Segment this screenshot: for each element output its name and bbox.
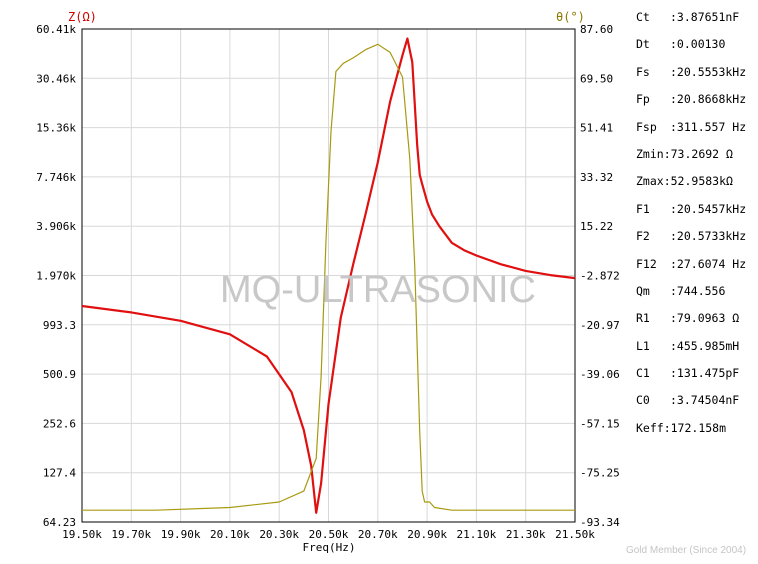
plot-frame [81, 28, 576, 523]
param-value: :79.0963 Ω [670, 311, 740, 326]
x-tick-label: 21.10k [457, 528, 497, 541]
right-tick-label: -2.872 [580, 270, 620, 283]
param-row: F12 :27.6074 Hz [636, 253, 754, 280]
left-tick-label: 3.906k [36, 220, 76, 233]
param-row: Dt :0.00130 [636, 33, 754, 60]
param-value: :311.557 Hz [670, 119, 747, 134]
param-value: :20.5457kHz [670, 201, 747, 216]
right-tick-label: -93.34 [580, 516, 620, 529]
param-value: :3.74504nF [670, 393, 740, 408]
param-row: L1 :455.985mH [636, 335, 754, 362]
param-name: F2 [636, 229, 650, 244]
param-value: :172.158m [663, 420, 727, 435]
param-name: Qm [636, 283, 650, 298]
series-group [81, 37, 576, 514]
param-name: Fs [636, 64, 650, 79]
right-tick-label: -20.97 [580, 319, 620, 332]
param-row: R1 :79.0963 Ω [636, 307, 754, 334]
param-row: Fp :20.8668kHz [636, 88, 754, 115]
param-row: Qm :744.556 [636, 280, 754, 307]
param-value: :744.556 [670, 283, 726, 298]
left-tick-label: 7.746k [36, 171, 76, 184]
left-axis-ticks: 60.41k 30.46k 15.36k 7.746k 3.906k 1.970k 993.… [36, 23, 76, 529]
param-name: F12 [636, 256, 657, 271]
left-tick-label: 1.970k [36, 270, 76, 283]
param-value: :3.87651nF [670, 10, 740, 24]
param-name: Zmax [636, 174, 664, 189]
right-tick-label: -57.15 [580, 417, 620, 430]
left-tick-label: 252.6 [43, 417, 76, 430]
param-value: :20.5733kHz [670, 229, 747, 244]
impedance-series-line [81, 37, 576, 514]
param-value: :20.8668kHz [670, 92, 747, 107]
param-row: C0 :3.74504nF [636, 389, 754, 416]
x-tick-label: 19.50k [62, 528, 102, 541]
parameter-list: Ct :3.87651nF Dt :0.00130 Fs :20.5553kHz Fp :20… [636, 6, 754, 444]
param-row: Zmax:52.9583kΩ [636, 170, 754, 197]
param-value: :131.475pF [670, 366, 740, 381]
phase-series-line [82, 43, 575, 511]
param-name: Keff [636, 420, 664, 435]
param-value: :0.00130 [670, 37, 726, 52]
x-tick-label: 20.70k [358, 528, 398, 541]
right-tick-label: 15.22 [580, 220, 613, 233]
param-row: C1 :131.475pF [636, 362, 754, 389]
right-tick-label: -39.06 [580, 368, 620, 381]
param-value: :455.985mH [670, 338, 740, 353]
watermark: MQ-ULTRASONIC [220, 269, 536, 311]
param-value: :52.9583kΩ [663, 174, 733, 189]
param-row: Fsp :311.557 Hz [636, 116, 754, 143]
x-axis-title: Freq(Hz) [303, 541, 356, 554]
x-tick-label: 19.90k [161, 528, 201, 541]
param-name: R1 [636, 311, 650, 326]
credit-text: Gold Member (Since 2004) [626, 545, 746, 556]
param-row: Ct :3.87651nF [636, 6, 754, 33]
param-value: :20.5553kHz [670, 64, 747, 79]
x-tick-label: 20.30k [259, 528, 299, 541]
param-name: F1 [636, 201, 650, 216]
left-axis-title: Z(Ω) [68, 10, 97, 24]
param-name: C1 [636, 366, 650, 381]
param-name: Zmin [636, 146, 664, 161]
right-tick-label: 51.41 [580, 122, 613, 135]
left-tick-label: 500.9 [43, 368, 76, 381]
param-value: :27.6074 Hz [670, 256, 747, 271]
param-name: C0 [636, 393, 650, 408]
param-name: L1 [636, 338, 650, 353]
right-axis-title: θ(°) [556, 10, 585, 24]
param-name: Ct [636, 10, 650, 24]
param-row: F2 :20.5733kHz [636, 225, 754, 252]
x-tick-label: 21.50k [555, 528, 595, 541]
left-tick-label: 60.41k [36, 23, 76, 36]
x-tick-label: 21.30k [506, 528, 546, 541]
right-tick-label: 87.60 [580, 23, 613, 36]
right-tick-label: 69.50 [580, 72, 613, 85]
param-row: Fs :20.5553kHz [636, 61, 754, 88]
x-tick-label: 20.50k [309, 528, 349, 541]
grid [82, 29, 575, 522]
left-tick-label: 127.4 [43, 467, 76, 480]
x-tick-label: 19.70k [111, 528, 151, 541]
param-row: Zmin:73.2692 Ω [636, 143, 754, 170]
right-tick-label: -75.25 [580, 467, 620, 480]
x-axis-ticks: 19.50k 19.70k 19.90k 20.10k 20.30k 20.50k 20.7… [62, 528, 595, 541]
param-row: Keff:172.158m [636, 417, 754, 444]
param-name: Fsp [636, 119, 657, 134]
param-name: Fp [636, 92, 650, 107]
param-row: F1 :20.5457kHz [636, 198, 754, 225]
left-tick-label: 64.23 [43, 516, 76, 529]
param-value: :73.2692 Ω [663, 146, 733, 161]
param-name: Dt [636, 37, 650, 52]
left-tick-label: 15.36k [36, 122, 76, 135]
x-tick-label: 20.10k [210, 528, 250, 541]
x-tick-label: 20.90k [407, 528, 447, 541]
right-axis-ticks: 87.60 69.50 51.41 33.32 15.22 -2.872 -20.97 -39… [580, 23, 620, 529]
left-tick-label: 30.46k [36, 72, 76, 85]
right-tick-label: 33.32 [580, 171, 613, 184]
left-tick-label: 993.3 [43, 319, 76, 332]
